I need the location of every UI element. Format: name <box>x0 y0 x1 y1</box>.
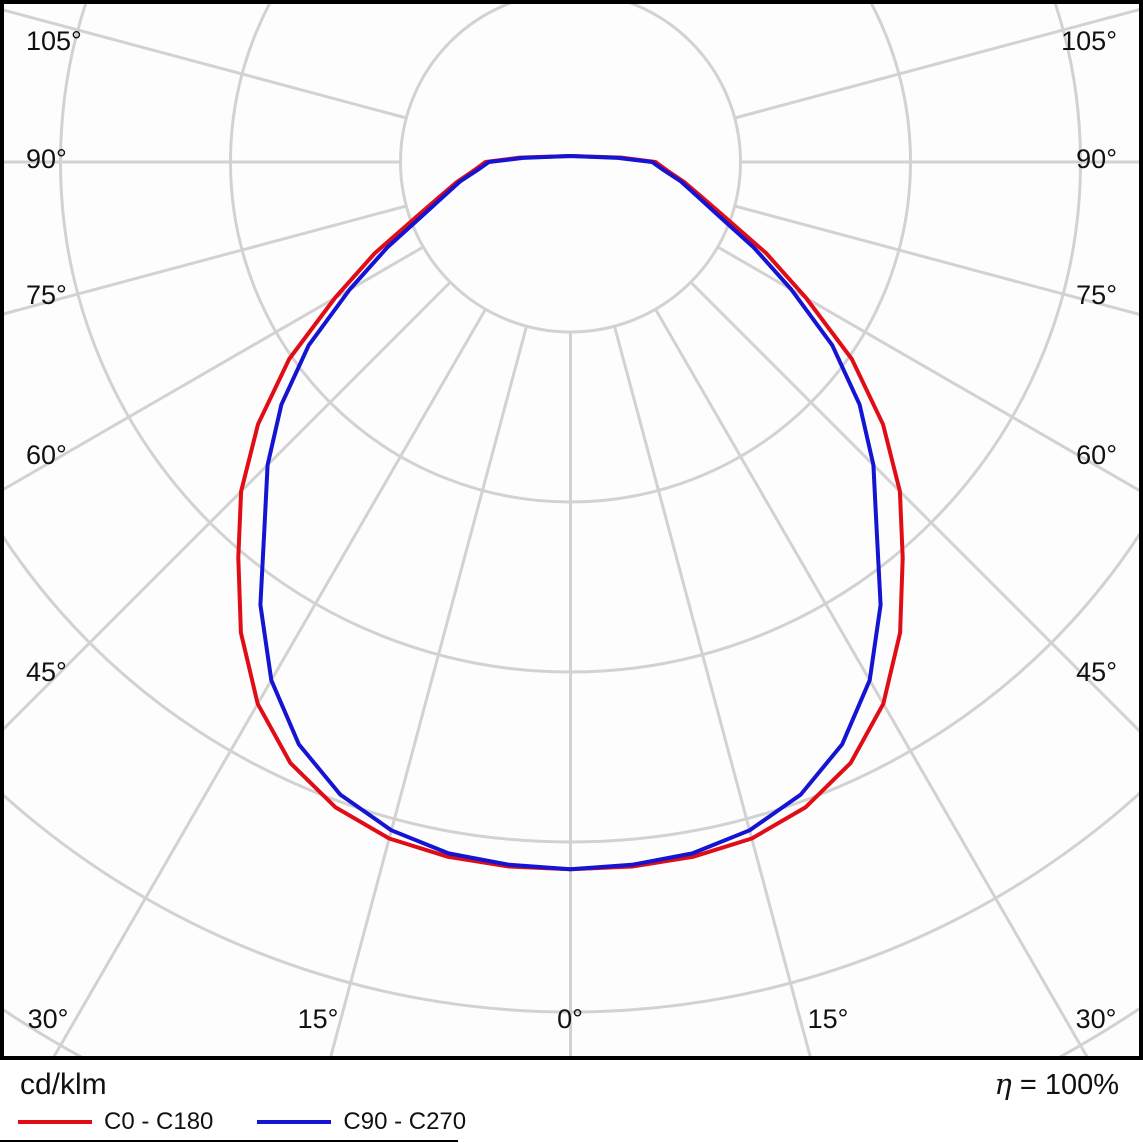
legend-label-c0-c180: C0 - C180 <box>104 1108 214 1135</box>
footer-top-row: cd/klm η = 100% <box>0 1068 1143 1101</box>
efficiency-value: = 100% <box>1019 1069 1119 1101</box>
grid-spoke <box>4 281 452 731</box>
grid-spoke <box>52 308 487 1056</box>
efficiency-label: η = 100% <box>994 1068 1119 1101</box>
legend-item-c0-c180: C0 - C180 <box>18 1108 213 1136</box>
angle-label: 90° <box>26 144 67 174</box>
grid-spoke <box>4 8 407 120</box>
angle-label: 30° <box>28 1004 69 1034</box>
grid-spoke <box>613 325 812 1056</box>
legend-line-red <box>18 1120 92 1124</box>
legend-line-blue <box>257 1120 332 1124</box>
grid-ring <box>399 4 742 334</box>
grid-spoke <box>716 245 1139 492</box>
plot-border <box>0 0 1143 1060</box>
angle-label: 30° <box>1076 1004 1117 1034</box>
grid-spoke <box>734 204 1139 316</box>
grid-spoke <box>689 281 1139 733</box>
legend-item-c90-c270: C90 - C270 <box>257 1108 466 1136</box>
legend-label-c90-c270: C90 - C270 <box>343 1108 467 1135</box>
angle-label: 75° <box>26 280 67 310</box>
angle-label: 15° <box>298 1004 339 1034</box>
legend: C0 - C180 C90 - C270 <box>0 1108 1143 1136</box>
grid-spoke <box>734 8 1139 120</box>
angle-label: 45° <box>1076 657 1117 687</box>
angle-label: 60° <box>26 440 67 470</box>
angle-label: 15° <box>808 1004 849 1034</box>
legend-underline <box>0 1140 458 1142</box>
polar-plot-svg: 105° 90° 75° 60° 45° 105° 90° 75° 60° 45° 30° 15° 0°… <box>0 0 1143 1060</box>
angle-label: 105° <box>26 26 82 56</box>
angle-label: 0° <box>557 1004 583 1034</box>
angle-label: 90° <box>1076 144 1117 174</box>
footer: cd/klm η = 100% C0 - C180 C90 - C270 <box>0 1060 1143 1143</box>
curve-C90-C270 <box>258 154 883 872</box>
eta-symbol: η <box>994 1067 1012 1101</box>
angle-label: 60° <box>1076 440 1117 470</box>
grid-spoke <box>654 308 1089 1056</box>
polar-plot-area: 105° 90° 75° 60° 45° 105° 90° 75° 60° 45° 30° 15° 0°… <box>0 0 1143 1060</box>
polar-grid <box>4 4 1139 1056</box>
angle-label: 105° <box>1061 26 1117 56</box>
grid-spoke <box>4 245 425 491</box>
angle-label: 45° <box>26 657 67 687</box>
angle-label: 75° <box>1076 280 1117 310</box>
grid-spoke <box>4 204 407 316</box>
unit-label: cd/klm <box>20 1068 107 1101</box>
grid-spoke <box>329 325 528 1056</box>
